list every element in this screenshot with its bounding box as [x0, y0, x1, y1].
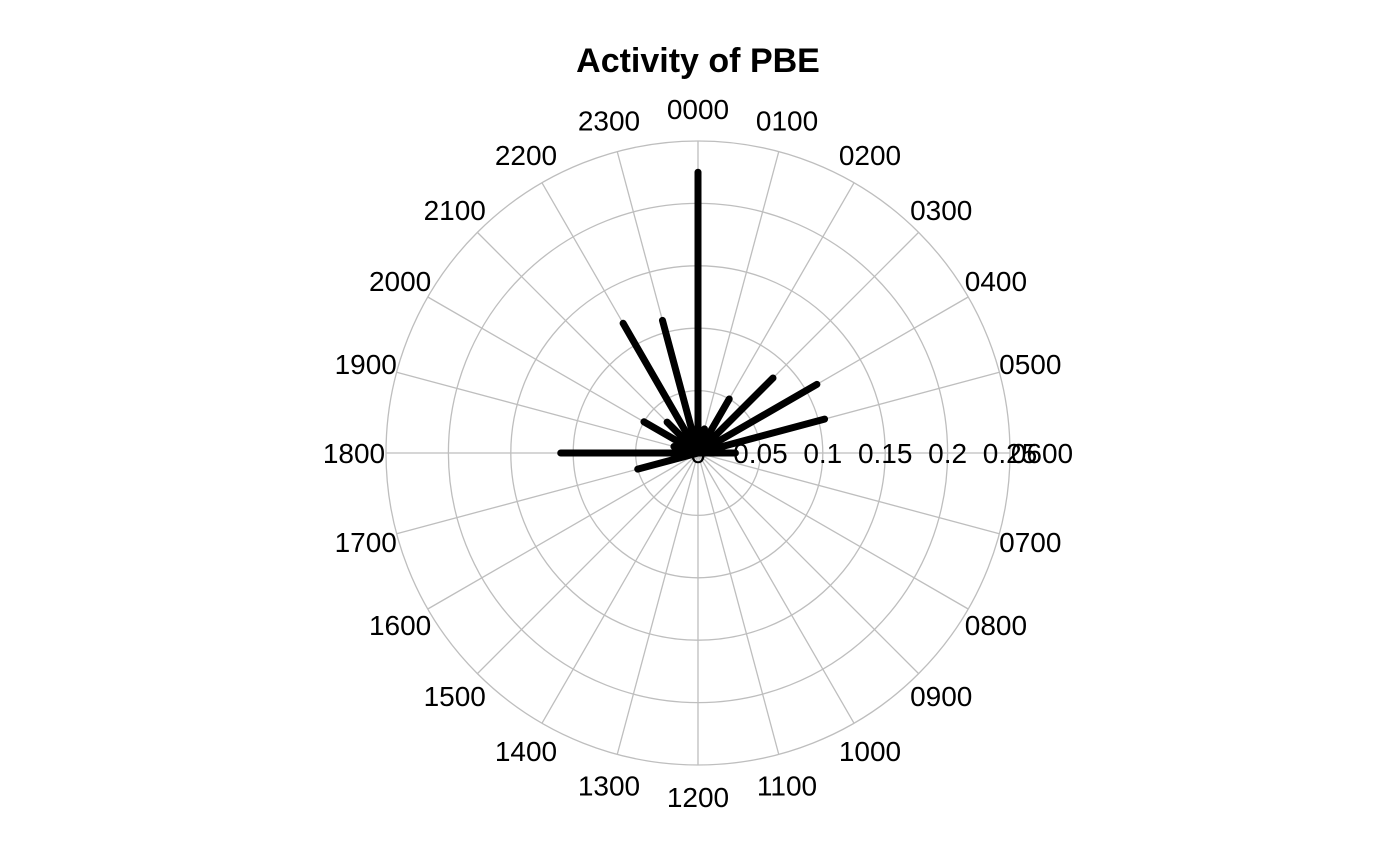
grid-spoke-11 — [697, 452, 780, 755]
grid-spoke-19 — [396, 371, 699, 454]
hour-label-0600: 0600 — [1011, 438, 1073, 469]
hour-label-0300: 0300 — [910, 195, 972, 226]
hour-label-2000: 2000 — [369, 266, 431, 297]
grid-spoke-13 — [616, 452, 699, 755]
chart-title: Activity of PBE — [576, 42, 820, 80]
spike-0400 — [694, 380, 821, 457]
grid-spoke-1 — [697, 151, 780, 454]
hour-label-2100: 2100 — [424, 195, 486, 226]
hour-label-0800: 0800 — [965, 610, 1027, 641]
spike-0300 — [694, 374, 777, 457]
hour-label-2300: 2300 — [578, 106, 640, 137]
radial-tick-label-3: 0.15 — [858, 438, 913, 469]
hour-label-1600: 1600 — [369, 610, 431, 641]
grid-spoke-16 — [427, 452, 699, 610]
radial-tick-label-4: 0.2 — [928, 438, 967, 469]
grid-spoke-9 — [697, 452, 920, 675]
hour-label-1900: 1900 — [335, 349, 397, 380]
hour-label-0500: 0500 — [999, 349, 1061, 380]
hour-label-2200: 2200 — [495, 140, 557, 171]
grid-spoke-8 — [697, 452, 969, 610]
grid-spoke-15 — [476, 452, 699, 675]
hour-labels: 0000 0100 0200 0300 0400 0500 0600 0700 0800 0900… — [323, 94, 1073, 813]
hour-label-1700: 1700 — [335, 527, 397, 558]
radial-tick-label-2: 0.1 — [803, 438, 842, 469]
hour-label-1200: 1200 — [667, 782, 729, 813]
grid-spoke-7 — [697, 452, 1000, 535]
grid-spoke-10 — [697, 452, 855, 724]
hour-label-1800: 1800 — [323, 438, 385, 469]
activity-series — [557, 168, 829, 473]
radial-tick-labels: 0 0.05 0.1 0.15 0.2 0.25 — [690, 438, 1037, 469]
hour-label-1300: 1300 — [578, 770, 640, 801]
grid-spoke-21 — [476, 231, 699, 454]
spike-2300 — [658, 316, 702, 457]
radial-tick-label-0: 0 — [690, 438, 706, 469]
hour-label-0700: 0700 — [999, 527, 1061, 558]
hour-label-0400: 0400 — [965, 266, 1027, 297]
radial-tick-label-1: 0.05 — [733, 438, 788, 469]
hour-label-0900: 0900 — [910, 681, 972, 712]
hour-label-0200: 0200 — [839, 140, 901, 171]
radial-tick-label-5: 0.25 — [983, 438, 1038, 469]
hour-label-1500: 1500 — [424, 681, 486, 712]
hour-label-1000: 1000 — [839, 736, 901, 767]
spike-2200 — [619, 319, 702, 457]
hour-label-0000: 0000 — [667, 94, 729, 125]
hour-label-0100: 0100 — [756, 106, 818, 137]
grid-spoke-14 — [541, 452, 699, 724]
hour-label-1400: 1400 — [495, 736, 557, 767]
spike-0500 — [694, 415, 829, 457]
hour-label-1100: 1100 — [757, 770, 817, 801]
